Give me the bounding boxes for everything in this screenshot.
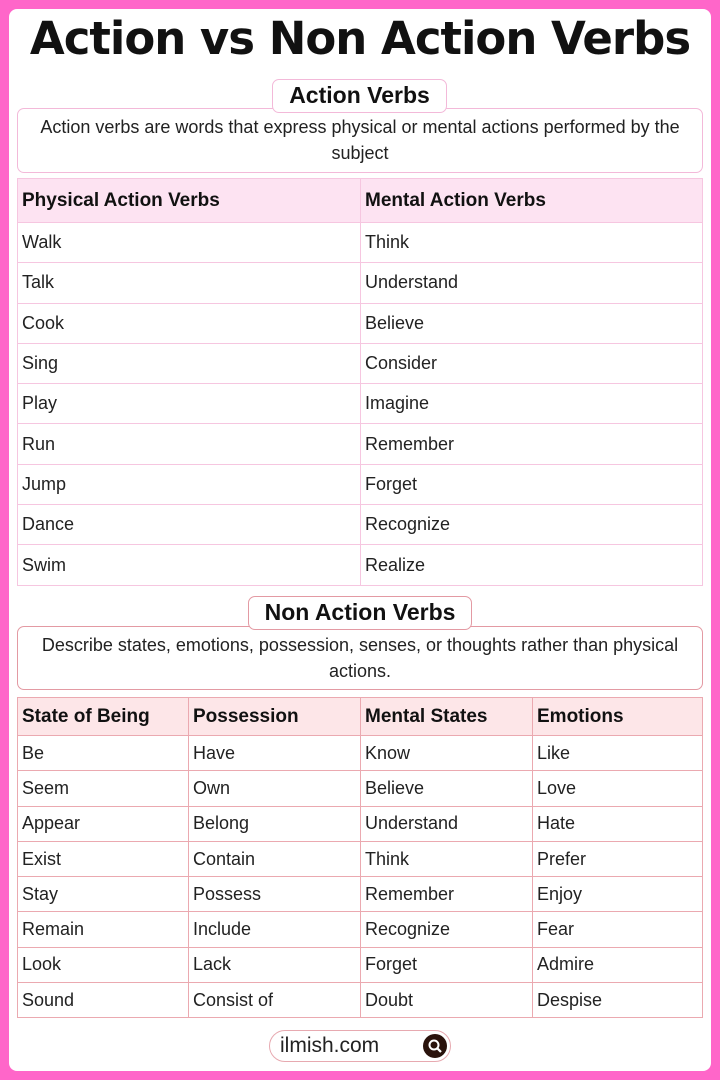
table-cell: Jump <box>17 463 361 506</box>
table-row: Walk Think <box>17 221 703 264</box>
table-cell: Forget <box>360 946 533 984</box>
table-cell: Enjoy <box>532 876 703 913</box>
table-cell: Run <box>17 423 361 465</box>
table-cell: Prefer <box>532 840 703 878</box>
table-cell: Think <box>360 221 703 264</box>
table-cell: Hate <box>532 805 703 842</box>
table-cell: Walk <box>17 221 361 264</box>
table-row: Run Remember <box>17 423 703 465</box>
table-cell: Consider <box>360 342 703 385</box>
table-cell: Fear <box>532 911 703 948</box>
table-row: Seem Own Believe Love <box>17 770 703 807</box>
table-cell: Lack <box>188 946 361 984</box>
table-row: Play Imagine <box>17 383 703 425</box>
table-cell: Remain <box>17 911 189 948</box>
table-header: Mental States <box>360 697 533 736</box>
website-badge[interactable]: ilmish.com <box>269 1030 451 1062</box>
table-header: Physical Action Verbs <box>17 178 361 223</box>
table-cell: Forget <box>360 463 703 506</box>
table-cell: Love <box>532 770 703 807</box>
table-cell: Despise <box>532 982 703 1019</box>
table-cell: Possess <box>188 876 361 913</box>
table-cell: Play <box>17 383 361 425</box>
table-row: Exist Contain Think Prefer <box>17 840 703 878</box>
table-cell: Consist of <box>188 982 361 1019</box>
table-header: Possession <box>188 697 361 736</box>
table-cell: Doubt <box>360 982 533 1019</box>
action-verbs-table: Physical Action Verbs Mental Action Verb… <box>17 178 703 586</box>
table-cell: Exist <box>17 840 189 878</box>
table-header: State of Being <box>17 697 189 736</box>
table-cell: Be <box>17 734 189 772</box>
non-action-verbs-label: Non Action Verbs <box>248 596 472 630</box>
table-row: Cook Believe <box>17 302 703 344</box>
table-row: Remain Include Recognize Fear <box>17 911 703 948</box>
table-cell: Sing <box>17 342 361 385</box>
table-row: Sing Consider <box>17 342 703 385</box>
table-cell: Recognize <box>360 911 533 948</box>
table-cell: Include <box>188 911 361 948</box>
table-row: Jump Forget <box>17 463 703 506</box>
table-header: Mental Action Verbs <box>360 178 703 223</box>
table-cell: Contain <box>188 840 361 878</box>
table-cell: Admire <box>532 946 703 984</box>
table-cell: Belong <box>188 805 361 842</box>
table-row: Be Have Know Like <box>17 734 703 772</box>
table-cell: Remember <box>360 876 533 913</box>
table-cell: Believe <box>360 302 703 344</box>
table-cell: Appear <box>17 805 189 842</box>
action-verbs-label: Action Verbs <box>272 79 447 113</box>
table-row: Look Lack Forget Admire <box>17 946 703 984</box>
table-cell: Believe <box>360 770 533 807</box>
table-cell: Look <box>17 946 189 984</box>
table-cell: Seem <box>17 770 189 807</box>
table-cell: Imagine <box>360 383 703 425</box>
table-cell: Stay <box>17 876 189 913</box>
table-cell: Have <box>188 734 361 772</box>
table-cell: Realize <box>360 544 703 586</box>
table-row: Appear Belong Understand Hate <box>17 805 703 842</box>
table-cell: Cook <box>17 302 361 344</box>
table-cell: Swim <box>17 544 361 586</box>
table-cell: Remember <box>360 423 703 465</box>
table-cell: Understand <box>360 262 703 304</box>
table-cell: Think <box>360 840 533 878</box>
table-cell: Talk <box>17 262 361 304</box>
non-action-verbs-table: State of Being Possession Mental States … <box>17 697 703 1019</box>
website-url: ilmish.com <box>280 1034 380 1057</box>
table-cell: Know <box>360 734 533 772</box>
non-action-verbs-description: Describe states, emotions, possession, s… <box>17 626 703 690</box>
table-cell: Sound <box>17 982 189 1019</box>
search-icon <box>423 1034 447 1058</box>
table-header: Emotions <box>532 697 703 736</box>
table-row: Stay Possess Remember Enjoy <box>17 876 703 913</box>
table-cell: Dance <box>17 504 361 546</box>
page-title: Action vs Non Action Verbs <box>29 12 691 65</box>
table-cell: Understand <box>360 805 533 842</box>
table-cell: Own <box>188 770 361 807</box>
table-row: Talk Understand <box>17 262 703 304</box>
table-cell: Recognize <box>360 504 703 546</box>
action-verbs-description: Action verbs are words that express phys… <box>17 108 703 173</box>
table-row: Swim Realize <box>17 544 703 586</box>
table-cell: Like <box>532 734 703 772</box>
table-row: Dance Recognize <box>17 504 703 546</box>
table-row: Sound Consist of Doubt Despise <box>17 982 703 1019</box>
